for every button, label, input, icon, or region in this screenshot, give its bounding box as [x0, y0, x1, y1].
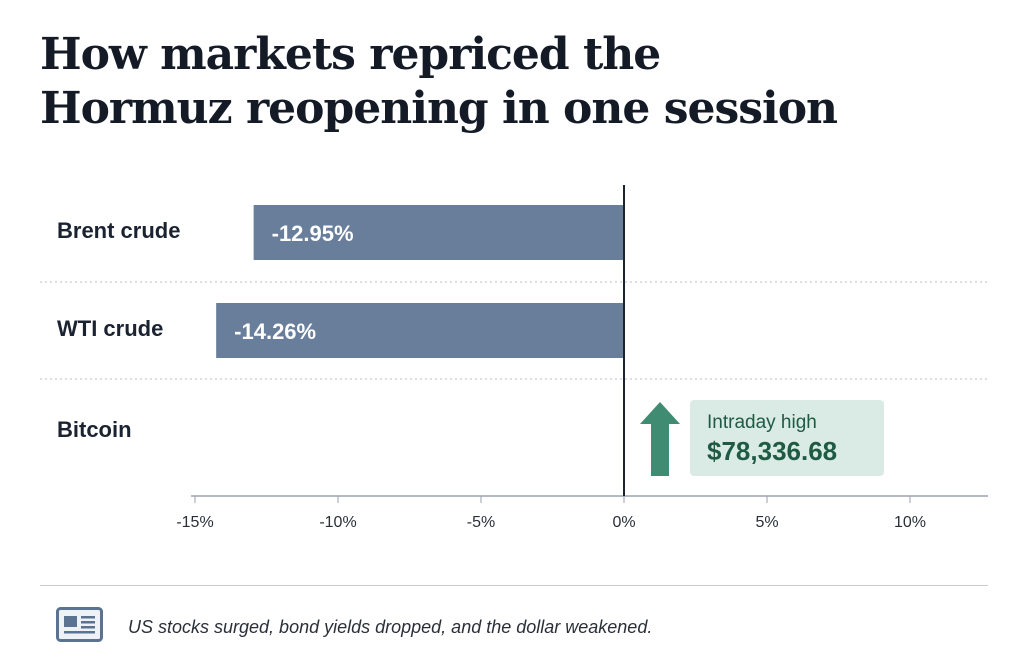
footer-divider [40, 585, 988, 586]
up-arrow-icon [640, 402, 680, 476]
bar-0 [253, 205, 624, 260]
category-label-brent: Brent crude [57, 218, 181, 243]
x-tick-label: -15% [176, 514, 213, 531]
x-tick-label: 10% [894, 514, 926, 531]
chart-title: How markets repriced the Hormuz reopenin… [40, 28, 838, 136]
callout-label: Intraday high [707, 412, 817, 433]
bar-1 [216, 303, 624, 358]
title-line-1: How markets repriced the [40, 29, 661, 80]
footer-note: US stocks surged, bond yields dropped, a… [128, 617, 653, 637]
bar-value-label: -12.95% [272, 221, 354, 246]
title-line-2: Hormuz reopening in one session [40, 83, 838, 134]
bar-value-label: -14.26% [234, 319, 316, 344]
x-tick-label: -5% [467, 514, 495, 531]
x-tick-label: 5% [755, 514, 778, 531]
x-tick-label: -10% [319, 514, 356, 531]
callout-value: $78,336.68 [707, 436, 838, 466]
category-label-bitcoin: Bitcoin [57, 417, 132, 442]
category-label-wti: WTI crude [57, 316, 164, 341]
x-tick-label: 0% [612, 514, 635, 531]
bitcoin-callout: Intraday high $78,336.68 [690, 400, 884, 476]
newspaper-icon [56, 607, 103, 642]
